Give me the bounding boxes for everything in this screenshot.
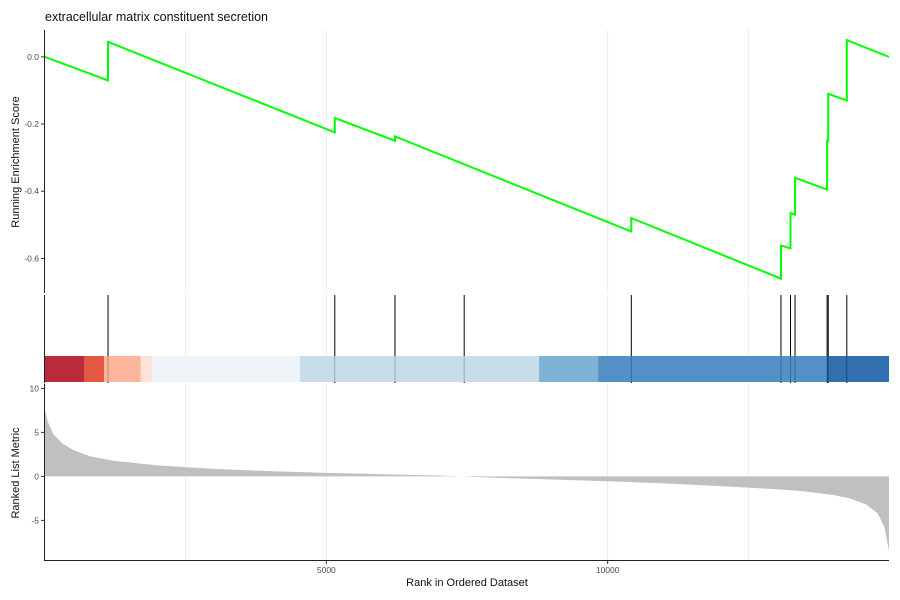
color-bar-segment: [598, 356, 828, 382]
rank-color-bar: [45, 356, 889, 382]
es-y-tick-label: -0.2: [24, 119, 39, 129]
color-bar-segment: [539, 356, 599, 382]
es-panel: 0.0 -0.2 -0.4 -0.6 Running Enrichment Score: [10, 30, 890, 293]
es-gridlines: [185, 30, 749, 292]
color-bar-segment: [140, 356, 152, 382]
color-bar-segment: [84, 356, 105, 382]
color-bar-segment: [299, 356, 540, 382]
es-y-tick-label: -0.4: [24, 186, 39, 196]
color-bar-segment: [104, 356, 141, 382]
metric-y-tick-label: 5: [34, 427, 39, 437]
color-bar-segment: [151, 356, 300, 382]
metric-panel: 10 5 0 -5 5000 10000 Ranked List Metric Rank…: [10, 383, 889, 589]
hits-gridlines: [185, 295, 749, 356]
metric-y-axis: 10 5 0 -5: [30, 383, 44, 525]
color-bar-segment: [45, 356, 85, 382]
x-tick-label: 5000: [317, 565, 336, 575]
metric-y-tick-label: 10: [30, 383, 40, 393]
es-y-tick-label: -0.6: [24, 253, 39, 263]
chart-title: extracellular matrix constituent secreti…: [45, 10, 268, 24]
ranked-metric-area: [45, 410, 889, 552]
metric-y-tick-label: -5: [31, 515, 39, 525]
es-y-tick-label: 0.0: [27, 52, 39, 62]
x-axis-title: Rank in Ordered Dataset: [406, 577, 528, 589]
x-tick-label: 10000: [596, 565, 620, 575]
es-y-axis-title: Running Enrichment Score: [10, 96, 22, 227]
es-y-axis: 0.0 -0.2 -0.4 -0.6: [24, 52, 44, 263]
metric-y-tick-label: 0: [34, 471, 39, 481]
hits-panel: [44, 295, 889, 383]
metric-y-axis-title: Ranked List Metric: [10, 427, 22, 519]
x-axis: 5000 10000: [317, 561, 620, 575]
running-enrichment-line: [44, 38, 890, 281]
color-bar-segment: [827, 356, 889, 382]
